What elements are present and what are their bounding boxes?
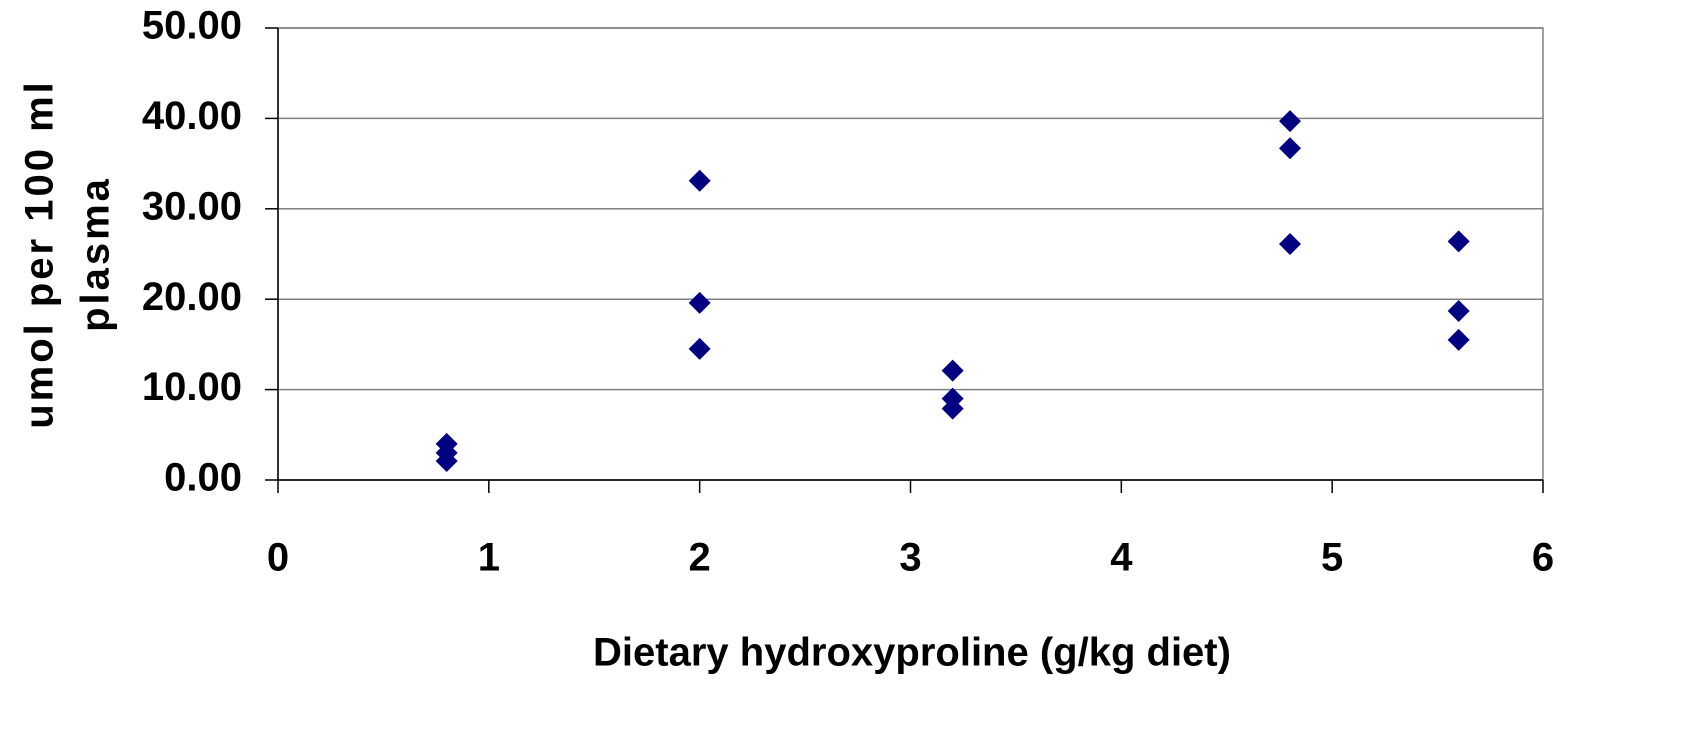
point: [1447, 299, 1470, 322]
y-tick-label: 50.00: [142, 4, 242, 48]
point: [941, 397, 964, 420]
y-axis-label-line: plasma: [74, 176, 118, 332]
point: [1279, 137, 1301, 160]
y-tick-label: 10.00: [142, 365, 242, 409]
y-tick-label: 30.00: [142, 184, 242, 228]
x-tick-label: 1: [478, 536, 500, 580]
point: [1279, 233, 1301, 256]
x-tick-label: 4: [1110, 536, 1133, 580]
point: [435, 450, 458, 473]
y-tick-label: 20.00: [142, 275, 242, 319]
point: [688, 169, 711, 192]
point: [1447, 328, 1470, 351]
x-axis-label: Dietary hydroxyproline (g/kg diet): [593, 631, 1231, 675]
x-tick-label: 0: [267, 536, 289, 580]
point: [941, 359, 964, 382]
y-tick-label: 40.00: [142, 94, 242, 138]
x-tick-label: 6: [1532, 536, 1554, 580]
x-tick-label: 2: [689, 536, 711, 580]
x-tick-label: 3: [899, 536, 921, 580]
point: [688, 337, 711, 360]
point: [1279, 110, 1301, 133]
y-axis-label-line: umol per 100 ml: [18, 79, 62, 429]
point: [1447, 230, 1470, 253]
y-axis-label: umol per 100 ml plasma: [18, 79, 118, 429]
plot-area: [277, 27, 1544, 481]
y-tick-label: 0.00: [164, 456, 242, 500]
x-tick-label: 5: [1321, 536, 1343, 580]
point: [688, 291, 711, 314]
